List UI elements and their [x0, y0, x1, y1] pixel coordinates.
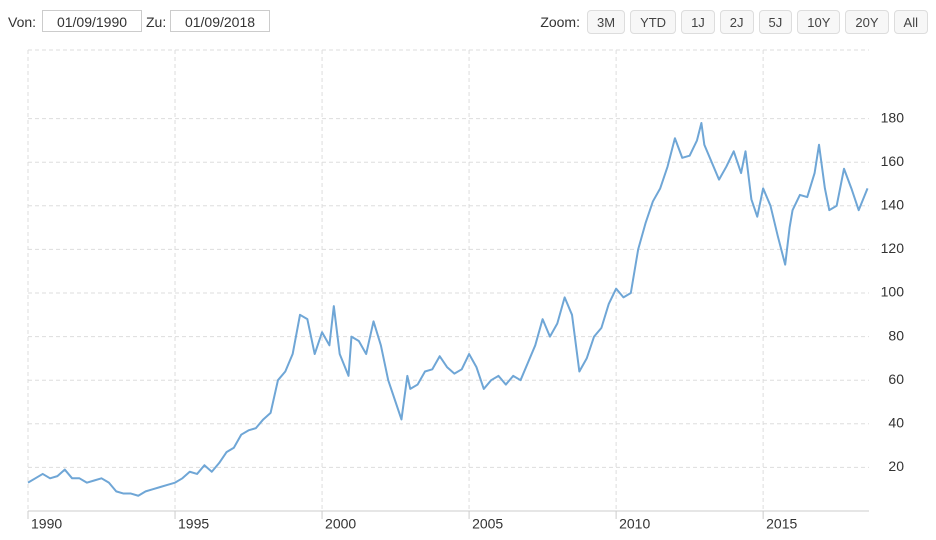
- x-tick-label: 2005: [472, 516, 503, 532]
- x-tick-label: 2010: [619, 516, 650, 532]
- to-label: Zu:: [146, 14, 167, 30]
- from-label: Von:: [8, 14, 37, 30]
- zoom-button[interactable]: 20Y: [845, 10, 889, 34]
- y-tick-label: 120: [881, 240, 905, 256]
- x-tick-label: 2000: [325, 516, 356, 532]
- y-tick-label: 20: [888, 458, 904, 474]
- zoom-button[interactable]: 5J: [758, 10, 793, 34]
- x-tick-label: 1995: [178, 516, 209, 532]
- from-input[interactable]: 01/09/1990: [42, 10, 142, 32]
- x-tick-label: 2015: [766, 516, 797, 532]
- to-input[interactable]: 01/09/2018: [170, 10, 270, 32]
- zoom-button[interactable]: 3M: [587, 10, 626, 34]
- zoom-button[interactable]: YTD: [630, 10, 677, 34]
- y-tick-label: 160: [881, 153, 905, 169]
- zoom-label: Zoom:: [540, 14, 580, 30]
- zoom-button[interactable]: All: [893, 10, 928, 34]
- zoom-bar: Zoom: 3M YTD 1J 2J 5J 10Y 20Y All: [540, 10, 928, 34]
- zoom-button[interactable]: 10Y: [797, 10, 841, 34]
- y-tick-label: 180: [881, 109, 905, 125]
- zoom-button[interactable]: 1J: [681, 10, 715, 34]
- y-tick-label: 80: [888, 327, 904, 343]
- y-tick-label: 100: [881, 284, 905, 300]
- y-tick-label: 60: [888, 371, 904, 387]
- price-line: [27, 121, 869, 497]
- x-tick-label: 1990: [31, 516, 62, 532]
- y-tick-label: 40: [888, 415, 904, 431]
- zoom-button[interactable]: 2J: [719, 10, 754, 34]
- y-tick-label: 140: [881, 197, 905, 213]
